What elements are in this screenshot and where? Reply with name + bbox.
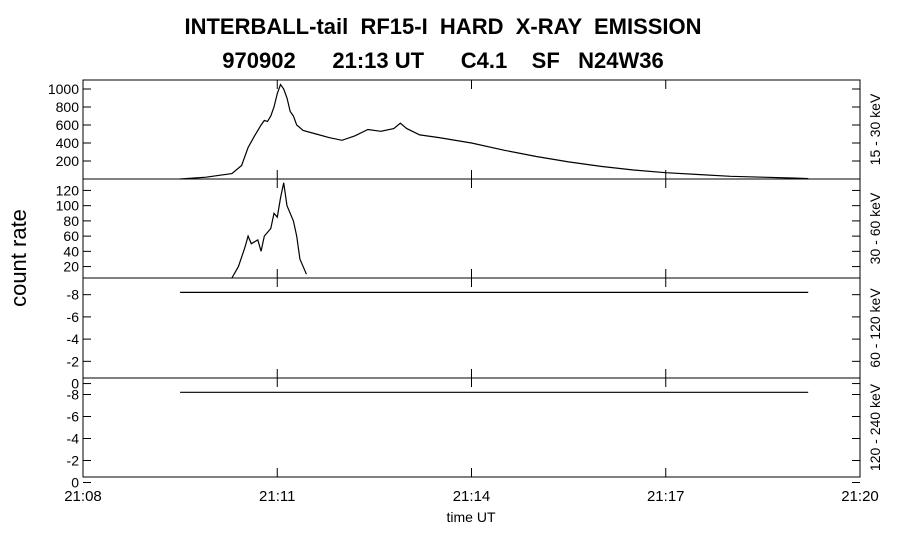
band-label: 15 - 30 keV: [867, 93, 883, 165]
chart-title-line2: 970902 21:13 UT C4.1 SF N24W36: [222, 48, 663, 73]
panel-frame-0: [82, 79, 861, 180]
y-tick-label: 80: [63, 213, 79, 229]
y-tick-label: 400: [56, 135, 80, 151]
y-tick-label: 100: [56, 198, 80, 214]
band-label: 60 - 120 keV: [867, 288, 883, 368]
y-tick-label: 800: [56, 99, 80, 115]
y-tick-label: -6: [67, 309, 80, 325]
y-tick-label: 40: [63, 243, 79, 259]
y-axis-label: count rate: [6, 209, 31, 307]
y-tick-label: -8: [67, 387, 80, 403]
panel-frame-1: [82, 178, 861, 279]
y-tick-label: -8: [67, 287, 80, 303]
chart-title-line1: INTERBALL-tail RF15-I HARD X-RAY EMISSIO…: [184, 14, 701, 39]
x-tick-label: 21:17: [647, 488, 685, 505]
y-tick-label: 0: [71, 376, 79, 392]
band-label: 30 - 60 keV: [867, 192, 883, 264]
y-tick-label: 20: [63, 259, 79, 275]
y-tick-label: -2: [67, 453, 80, 469]
y-tick-label: -2: [67, 353, 80, 369]
y-tick-label: -4: [67, 331, 80, 347]
y-tick-label: -4: [67, 431, 80, 447]
y-tick-label: -6: [67, 409, 80, 425]
x-tick-label: 21:11: [259, 488, 295, 505]
series-line-0: [180, 83, 809, 180]
series-line-1: [231, 182, 307, 279]
y-tick-label: 60: [63, 228, 79, 244]
y-tick-label: 200: [56, 153, 80, 169]
x-tick-label: 21:14: [453, 488, 491, 505]
band-label: 120 - 240 keV: [867, 383, 883, 471]
y-tick-label: 0: [71, 475, 79, 491]
y-tick-label: 600: [56, 117, 80, 133]
y-tick-label: 120: [56, 182, 80, 198]
y-tick-label: 1000: [48, 81, 79, 97]
x-tick-label: 21:08: [64, 488, 102, 505]
x-tick-label: 21:20: [841, 488, 879, 505]
x-axis-label: time UT: [447, 509, 496, 525]
